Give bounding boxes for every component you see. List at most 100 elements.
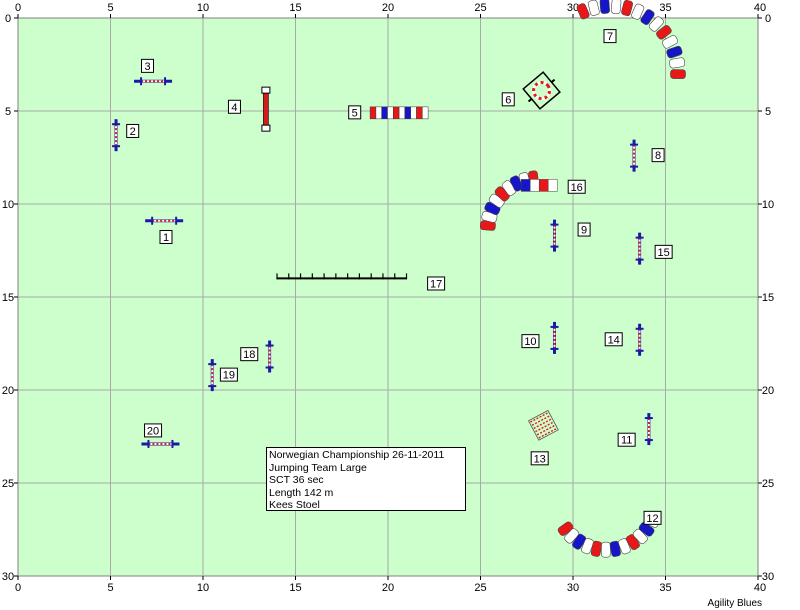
- axis-ticks: [14, 14, 762, 580]
- obstacle-number-15: 15: [654, 244, 673, 259]
- tunnel-segment: [610, 0, 622, 15]
- obstacle-wall-4: [261, 86, 271, 132]
- x-tick-label: 25: [474, 2, 486, 14]
- x-tick-labels-bottom: 0 5 10 15 20 25 30 35 40: [15, 582, 766, 594]
- obstacle-number-text: 10: [524, 336, 536, 348]
- tunnel-segment: [590, 540, 603, 557]
- obstacle-row-5: [369, 106, 429, 120]
- obstacle-number-text: 2: [130, 126, 136, 138]
- tunnel-segment: [631, 3, 645, 20]
- x-tick-label: 5: [107, 582, 113, 594]
- y-tick-label: 15: [2, 292, 14, 304]
- x-tick-label: 20: [382, 582, 394, 594]
- x-tick-label: 30: [567, 2, 579, 14]
- obstacle-jump-10: [550, 321, 559, 354]
- obstacle-jump-11: [644, 413, 653, 446]
- tunnel-segment: [638, 522, 655, 537]
- obstacle-number-text: 3: [144, 61, 150, 73]
- tunnel-segment: [599, 0, 610, 14]
- obstacle-number-5: 5: [348, 105, 362, 120]
- y-tick-label: 25: [762, 478, 774, 490]
- obstacle-number-4: 4: [227, 99, 241, 114]
- obstacle-number-text: 13: [534, 453, 546, 465]
- obstacle-jump-20: [141, 439, 180, 448]
- obstacle-number-20: 20: [144, 423, 163, 438]
- info-sct: SCT 36 sec: [269, 474, 324, 486]
- tunnel-16: [479, 170, 539, 231]
- x-tick-label: 30: [567, 582, 579, 594]
- obstacle-number-11: 11: [617, 432, 636, 447]
- x-tick-label: 40: [754, 2, 766, 14]
- obstacle-number-16: 16: [567, 179, 586, 194]
- tunnel-segment: [662, 35, 678, 49]
- obstacle-jump-3: [134, 77, 173, 86]
- obstacle-weave-13: [527, 409, 559, 441]
- obstacle-number-14: 14: [604, 332, 623, 347]
- row-segment: [369, 106, 377, 120]
- x-tick-label: 10: [197, 2, 209, 14]
- tunnel-segment: [587, 0, 600, 16]
- obstacle-number-10: 10: [521, 334, 540, 349]
- tunnel-segment: [666, 45, 683, 59]
- obstacle-number-8: 8: [651, 148, 665, 163]
- tunnel-segment: [581, 538, 594, 555]
- x-tick-label: 5: [107, 2, 113, 14]
- obstacle-number-text: 19: [223, 370, 235, 382]
- tunnel-12: [557, 514, 660, 558]
- obstacle-jump-8: [630, 139, 639, 172]
- y-tick-label: 30: [762, 571, 774, 583]
- y-tick-label: 5: [765, 106, 771, 118]
- y-tick-label: 30: [2, 571, 14, 583]
- y-tick-label: 15: [762, 292, 774, 304]
- tunnel-segment: [557, 521, 574, 536]
- x-tick-label: 35: [659, 582, 671, 594]
- x-tick-label: 10: [197, 582, 209, 594]
- info-length: Length 142 m: [269, 486, 334, 499]
- obstacle-weave-17: [276, 273, 408, 280]
- x-tick-labels-top: 0 5 10 15 20 25 30 35 40: [15, 2, 766, 14]
- obstacle-jump-9: [550, 219, 559, 252]
- obstacle-number-text: 1: [163, 232, 169, 244]
- y-tick-label: 10: [2, 199, 14, 211]
- tunnel-segment: [572, 533, 587, 550]
- tunnel-7: [576, 0, 686, 79]
- tunnel-segment: [618, 538, 631, 555]
- obstacle-number-text: 5: [352, 107, 358, 119]
- obstacle-number-7: 7: [603, 29, 617, 44]
- tunnel-segment: [632, 528, 648, 545]
- obstacle-number-text: 11: [621, 435, 632, 447]
- y-tick-label: 20: [2, 385, 14, 397]
- obstacle-number-text: 20: [147, 425, 159, 437]
- obstacle-number-17: 17: [427, 276, 446, 291]
- obstacle-jump-18: [265, 340, 274, 373]
- obstacle-number-6: 6: [501, 92, 515, 107]
- obstacle-number-18: 18: [240, 347, 259, 362]
- obstacle-number-2: 2: [126, 123, 140, 138]
- obstacle-number-9: 9: [577, 222, 591, 237]
- obstacle-jump-15: [635, 232, 644, 265]
- row-segment: [398, 106, 406, 120]
- obstacle-number-12: 12: [643, 510, 662, 525]
- obstacle-jump-14: [635, 323, 644, 356]
- x-tick-label: 35: [659, 2, 671, 14]
- obstacle-number-3: 3: [141, 58, 154, 73]
- x-tick-label: 15: [289, 2, 301, 14]
- x-tick-label: 0: [15, 582, 21, 594]
- obstacle-number-text: 15: [658, 247, 670, 259]
- brand-label: Agility Blues: [707, 598, 762, 609]
- obstacle-number-13: 13: [530, 451, 549, 466]
- obstacle-number-text: 6: [505, 94, 511, 106]
- obstacle-number-text: 14: [608, 334, 620, 346]
- tunnel-segment: [669, 57, 686, 69]
- row-segment: [404, 106, 411, 120]
- tunnel-segment: [576, 3, 590, 20]
- obstacle-layer: [112, 0, 686, 558]
- tunnel-segment: [621, 0, 633, 17]
- x-tick-label: 15: [289, 582, 301, 594]
- course-info-box: Norwegian Championship 26-11-2011 Jumpin…: [266, 447, 466, 511]
- y-tick-labels-right: 0 5 10 15 20 25 30: [762, 13, 774, 583]
- tunnel-segment: [656, 25, 672, 40]
- row-segment: [393, 106, 400, 120]
- y-tick-label: 0: [765, 13, 771, 25]
- y-tick-labels-left: 0 5 10 15 20 25 30: [2, 13, 14, 583]
